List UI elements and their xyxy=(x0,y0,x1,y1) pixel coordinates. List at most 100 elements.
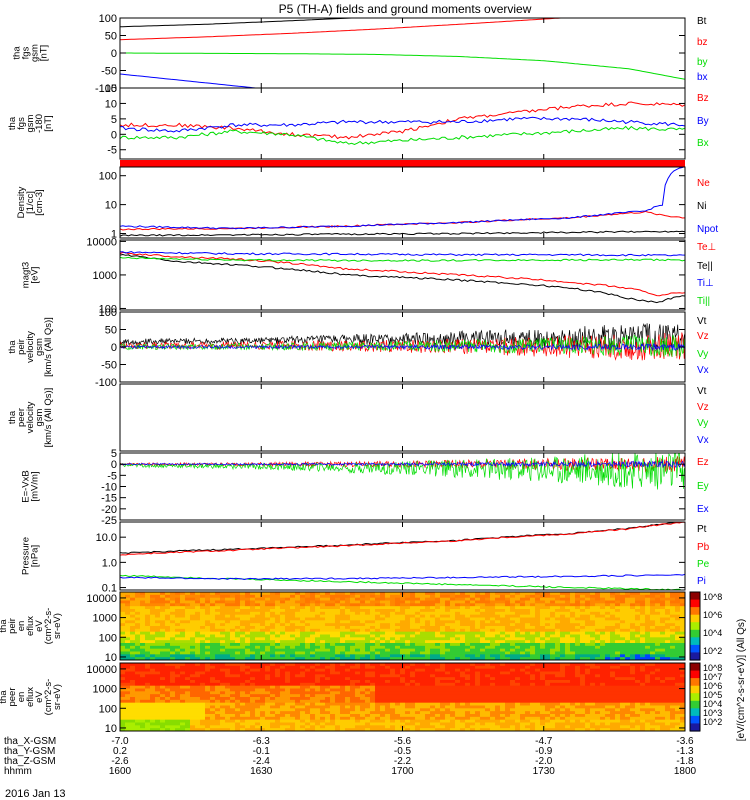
heatmap-cell xyxy=(215,634,221,638)
heatmap-cell xyxy=(130,648,136,653)
heatmap-cell xyxy=(440,640,446,644)
heatmap-cell xyxy=(250,705,256,709)
heatmap-cell xyxy=(385,603,391,607)
heatmap-cell xyxy=(420,592,426,596)
heatmap-cell xyxy=(285,677,291,681)
heatmap-cell xyxy=(615,631,621,636)
heatmap-cell xyxy=(360,708,366,712)
heatmap-cell xyxy=(660,651,666,655)
heatmap-cell xyxy=(330,705,336,709)
heatmap-cell xyxy=(620,648,626,653)
heatmap-cell xyxy=(265,688,271,692)
heatmap-cell xyxy=(465,651,471,655)
heatmap-cell xyxy=(490,699,496,704)
heatmap-cell xyxy=(660,643,666,647)
heatmap-cell xyxy=(240,614,246,619)
heatmap-cell xyxy=(355,699,361,704)
heatmap-cell xyxy=(190,663,196,667)
heatmap-cell xyxy=(170,711,176,715)
heatmap-cell xyxy=(385,708,391,712)
heatmap-cell xyxy=(520,594,526,599)
heatmap-cell xyxy=(125,623,131,627)
heatmap-cell xyxy=(250,668,256,673)
heatmap-cell xyxy=(480,617,486,621)
heatmap-cell xyxy=(355,714,361,718)
heatmap-cell xyxy=(680,600,685,604)
heatmap-cell xyxy=(155,697,161,701)
heatmap-cell xyxy=(400,634,406,638)
heatmap-cell xyxy=(375,674,381,678)
heatmap-cell xyxy=(680,620,685,624)
heatmap-cell xyxy=(265,702,271,707)
heatmap-cell xyxy=(170,603,176,607)
heatmap-cell xyxy=(465,702,471,707)
heatmap-cell xyxy=(325,668,331,673)
heatmap-cell xyxy=(270,702,276,707)
heatmap-cell xyxy=(455,705,461,709)
heatmap-cell xyxy=(275,654,281,658)
heatmap-cell xyxy=(425,592,431,596)
heatmap-cell xyxy=(425,665,431,670)
heatmap-cell xyxy=(485,600,491,604)
heatmap-cell xyxy=(435,592,441,596)
heatmap-cell xyxy=(310,722,316,726)
heatmap-cell xyxy=(325,691,331,695)
heatmap-cell xyxy=(550,594,556,599)
heatmap-cell xyxy=(160,617,166,621)
heatmap-cell xyxy=(440,609,446,613)
heatmap-cell xyxy=(515,628,521,633)
heatmap-cell xyxy=(330,654,336,658)
heatmap-cell xyxy=(495,719,501,724)
heatmap-cell xyxy=(620,643,626,647)
heatmap-cell xyxy=(165,682,171,687)
heatmap-cell xyxy=(180,628,186,633)
heatmap-cell xyxy=(335,694,341,698)
heatmap-cell xyxy=(380,606,386,610)
heatmap-cell xyxy=(405,708,411,712)
heatmap-cell xyxy=(480,654,486,658)
heatmap-cell xyxy=(345,722,351,726)
heatmap-cell xyxy=(390,708,396,712)
heatmap-cell xyxy=(185,671,191,675)
heatmap-cell xyxy=(245,614,251,619)
heatmap-cell xyxy=(260,668,266,673)
heatmap-cell xyxy=(190,651,196,655)
heatmap-cell xyxy=(390,592,396,596)
heatmap-cell xyxy=(140,711,146,715)
heatmap-cell xyxy=(475,694,481,698)
heatmap-cell xyxy=(160,674,166,678)
heatmap-cell xyxy=(540,626,546,630)
heatmap-cell xyxy=(135,594,141,599)
heatmap-cell xyxy=(455,623,461,627)
heatmap-cell xyxy=(360,603,366,607)
heatmap-cell xyxy=(520,634,526,638)
heatmap-cell xyxy=(445,628,451,633)
heatmap-cell xyxy=(210,620,216,624)
heatmap-cell xyxy=(410,634,416,638)
heatmap-cell xyxy=(190,628,196,633)
heatmap-cell xyxy=(565,657,571,660)
heatmap-cell xyxy=(250,654,256,658)
legend-entry: Ez xyxy=(697,457,709,468)
heatmap-cell xyxy=(315,609,321,613)
heatmap-cell xyxy=(305,705,311,709)
heatmap-cell xyxy=(130,651,136,655)
heatmap-cell xyxy=(465,714,471,718)
heatmap-cell xyxy=(460,611,466,616)
heatmap-cell xyxy=(520,620,526,624)
heatmap-cell xyxy=(525,682,531,687)
heatmap-cell xyxy=(275,671,281,675)
heatmap-cell xyxy=(180,611,186,616)
heatmap-cell xyxy=(175,665,181,670)
heatmap-cell xyxy=(595,603,601,607)
heatmap-cell xyxy=(170,651,176,655)
heatmap-cell xyxy=(295,628,301,633)
heatmap-cell xyxy=(175,637,181,641)
heatmap-cell xyxy=(585,634,591,638)
heatmap-cell xyxy=(295,711,301,715)
heatmap-cell xyxy=(170,628,176,633)
heatmap-cell xyxy=(420,722,426,726)
heatmap-cell xyxy=(475,685,481,690)
heatmap-cell xyxy=(270,640,276,644)
heatmap-cell xyxy=(165,651,171,655)
